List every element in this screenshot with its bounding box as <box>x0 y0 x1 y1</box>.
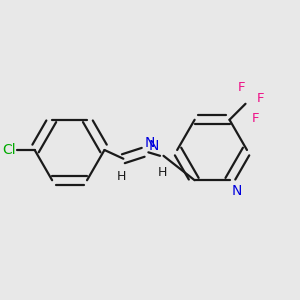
Text: N: N <box>232 184 242 198</box>
Text: H: H <box>158 166 167 179</box>
Text: H: H <box>117 170 127 183</box>
Text: N: N <box>148 140 159 154</box>
Text: N: N <box>144 136 155 150</box>
Text: F: F <box>256 92 264 105</box>
Text: F: F <box>237 82 245 94</box>
Text: F: F <box>251 112 259 125</box>
Text: Cl: Cl <box>2 143 16 157</box>
